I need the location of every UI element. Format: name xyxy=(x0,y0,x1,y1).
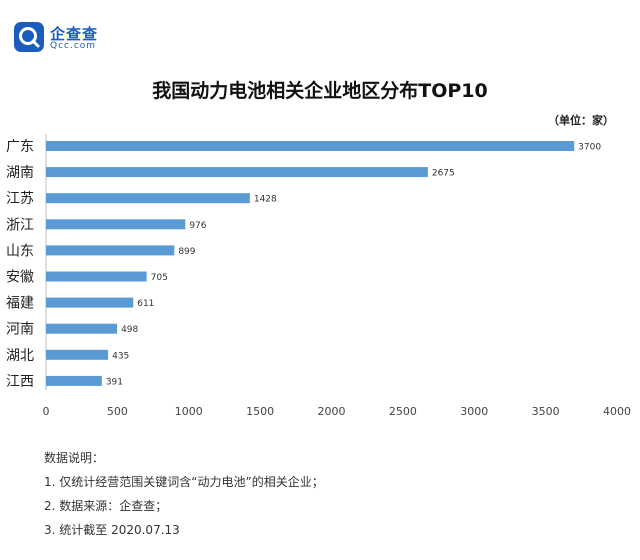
data-notes: 数据说明： 1. 仅统计经营范围关键词含“动力电池”的相关企业； 2. 数据来源… xyxy=(44,446,324,542)
x-tick-label: 500 xyxy=(107,405,128,418)
data-label: 1428 xyxy=(254,195,277,205)
brand-name: 企查查 xyxy=(50,25,99,43)
bar xyxy=(46,375,102,386)
data-label: 899 xyxy=(178,247,195,257)
data-label: 498 xyxy=(121,325,138,335)
data-label: 705 xyxy=(151,273,168,283)
bar xyxy=(46,245,175,256)
bar xyxy=(46,297,134,308)
bar xyxy=(46,271,147,282)
category-label: 浙江 xyxy=(6,217,34,233)
bar xyxy=(46,193,250,204)
note-item-2: 2. 数据来源：企查查； xyxy=(44,499,168,513)
x-tick-label: 0 xyxy=(43,405,50,418)
bar-chart: 广东 3700 湖南 2675 江苏 1428 浙江 976 山东 899 安徽 705 福建 611 河南… xyxy=(6,134,631,418)
category-label: 福建 xyxy=(6,296,34,312)
bar xyxy=(46,167,428,178)
bar xyxy=(46,141,575,151)
chart-title: 我国动力电池相关企业地区分布TOP10 xyxy=(152,80,488,102)
x-tick-label: 1000 xyxy=(175,405,203,418)
notes-heading: 数据说明： xyxy=(44,451,105,465)
x-tick-label: 1500 xyxy=(246,405,274,418)
brand-domain: Qcc.com xyxy=(50,41,97,51)
data-label: 3700 xyxy=(578,143,601,153)
category-label: 广东 xyxy=(6,139,34,155)
note-item-3: 3. 统计截至 2020.07.13 xyxy=(44,523,180,537)
data-label: 611 xyxy=(137,299,154,309)
bar xyxy=(46,349,109,360)
bar xyxy=(46,323,118,334)
category-label: 安徽 xyxy=(6,270,34,286)
note-item-1: 1. 仅统计经营范围关键词含“动力电池”的相关企业； xyxy=(44,475,324,489)
x-tick-label: 2000 xyxy=(318,405,346,418)
bar xyxy=(46,219,186,230)
x-tick-label: 4000 xyxy=(603,405,631,418)
data-label: 2675 xyxy=(432,169,455,179)
x-tick-label: 2500 xyxy=(389,405,417,418)
x-tick-label: 3000 xyxy=(460,405,488,418)
data-label: 976 xyxy=(189,221,206,231)
data-label: 435 xyxy=(112,351,129,361)
category-label: 河南 xyxy=(6,322,34,338)
category-label: 江西 xyxy=(6,374,34,390)
category-label: 江苏 xyxy=(6,191,34,207)
unit-label: （单位：家） xyxy=(548,114,614,127)
data-label: 391 xyxy=(106,377,123,387)
category-label: 山东 xyxy=(6,243,34,259)
brand-logo: 企查查 Qcc.com xyxy=(14,22,124,52)
category-label: 湖北 xyxy=(6,348,34,364)
x-tick-label: 3500 xyxy=(532,405,560,418)
brand-logo-icon xyxy=(14,22,44,52)
category-label: 湖南 xyxy=(6,165,34,181)
